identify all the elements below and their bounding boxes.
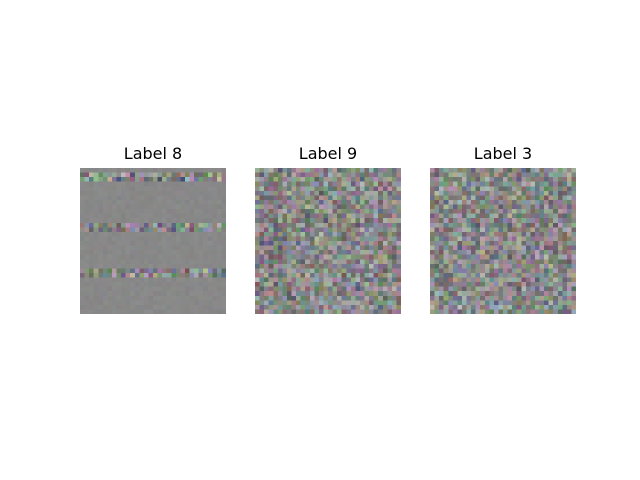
panel-title: Label 3 — [473, 144, 533, 163]
panel-title: Label 9 — [298, 144, 358, 163]
noise-image — [430, 168, 576, 314]
image-panel-3: Label 3 — [430, 142, 576, 314]
image-panel-1: Label 8 — [80, 142, 226, 314]
image-panel-2: Label 9 — [255, 142, 401, 314]
panel-title: Label 8 — [123, 144, 183, 163]
noise-image — [255, 168, 401, 314]
noise-image — [80, 168, 226, 314]
